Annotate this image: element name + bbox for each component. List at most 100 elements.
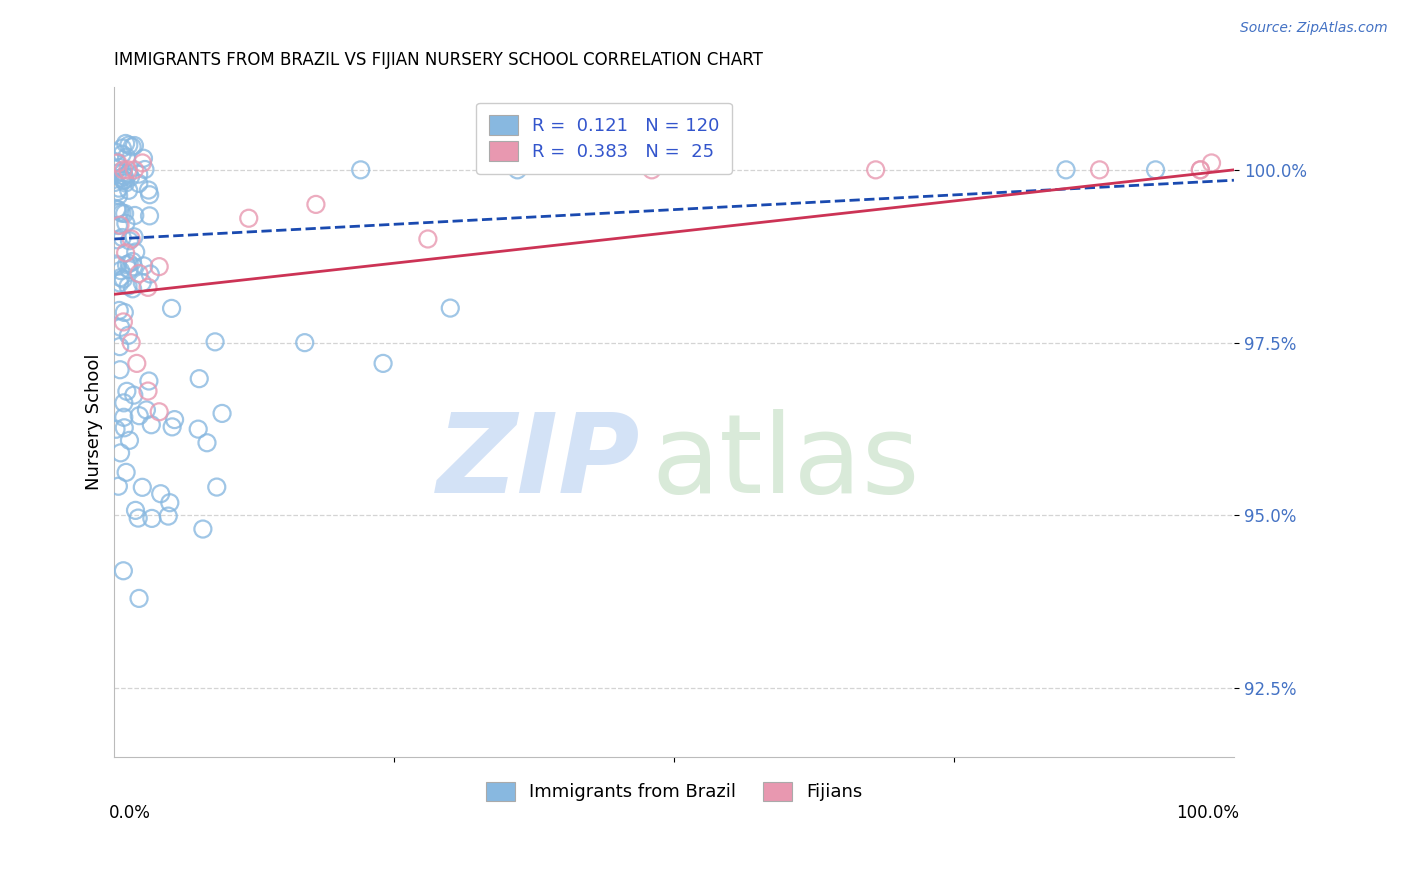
Point — [118, 138, 141, 153]
Point — [1144, 162, 1167, 177]
Point — [128, 167, 150, 181]
Point — [121, 140, 143, 154]
Point — [122, 260, 145, 274]
Point — [115, 466, 138, 480]
Point — [117, 279, 139, 293]
Point — [110, 263, 132, 277]
Point — [132, 259, 155, 273]
Point — [115, 258, 138, 272]
Point — [160, 301, 183, 316]
Point — [114, 173, 136, 187]
Point — [105, 154, 128, 169]
Point — [112, 396, 135, 410]
Point — [138, 187, 160, 202]
Point — [114, 245, 136, 260]
Point — [139, 267, 162, 281]
Point — [188, 372, 211, 386]
Point — [107, 188, 129, 202]
Point — [111, 141, 134, 155]
Point — [110, 320, 132, 334]
Point — [110, 446, 132, 460]
Point — [120, 170, 142, 185]
Point — [111, 230, 134, 244]
Point — [107, 219, 129, 233]
Point — [1201, 156, 1223, 170]
Point — [125, 244, 148, 259]
Point — [124, 209, 146, 223]
Point — [124, 162, 146, 177]
Point — [105, 202, 128, 217]
Point — [439, 301, 461, 315]
Point — [112, 305, 135, 319]
Point — [112, 315, 135, 329]
Point — [128, 177, 150, 191]
Point — [131, 276, 153, 290]
Point — [115, 150, 138, 164]
Point — [121, 254, 143, 268]
Point — [122, 230, 145, 244]
Point — [187, 422, 209, 436]
Point — [111, 147, 134, 161]
Point — [138, 374, 160, 388]
Point — [124, 503, 146, 517]
Point — [108, 181, 131, 195]
Point — [211, 406, 233, 420]
Point — [118, 234, 141, 248]
Point — [125, 356, 148, 370]
Point — [195, 435, 218, 450]
Point — [136, 280, 159, 294]
Point — [120, 232, 142, 246]
Point — [1054, 162, 1077, 177]
Point — [1189, 162, 1212, 177]
Point — [111, 171, 134, 186]
Point — [124, 138, 146, 153]
Point — [108, 218, 131, 232]
Point — [112, 169, 135, 184]
Text: 0.0%: 0.0% — [108, 805, 150, 822]
Point — [131, 480, 153, 494]
Point — [114, 136, 136, 151]
Point — [112, 162, 135, 177]
Text: ZIP: ZIP — [437, 409, 641, 516]
Point — [865, 162, 887, 177]
Point — [134, 162, 156, 177]
Point — [138, 183, 160, 197]
Point — [204, 334, 226, 349]
Point — [108, 362, 131, 376]
Point — [132, 151, 155, 165]
Point — [371, 356, 394, 370]
Point — [112, 410, 135, 425]
Point — [108, 205, 131, 219]
Point — [1189, 162, 1212, 177]
Point — [160, 420, 183, 434]
Point — [111, 206, 134, 220]
Point — [128, 267, 150, 281]
Point — [141, 417, 163, 432]
Point — [159, 496, 181, 510]
Point — [641, 162, 664, 177]
Text: 100.0%: 100.0% — [1177, 805, 1240, 822]
Point — [205, 480, 228, 494]
Point — [105, 202, 128, 216]
Point — [107, 166, 129, 180]
Point — [120, 335, 142, 350]
Point — [131, 156, 153, 170]
Point — [157, 509, 180, 524]
Point — [108, 161, 131, 175]
Point — [114, 206, 136, 220]
Point — [149, 487, 172, 501]
Point — [127, 511, 149, 525]
Point — [294, 335, 316, 350]
Point — [117, 162, 139, 177]
Text: Source: ZipAtlas.com: Source: ZipAtlas.com — [1240, 21, 1388, 35]
Point — [148, 405, 170, 419]
Point — [350, 162, 373, 177]
Point — [112, 173, 135, 187]
Point — [105, 259, 128, 273]
Point — [118, 183, 141, 197]
Point — [122, 388, 145, 402]
Point — [115, 384, 138, 399]
Point — [107, 479, 129, 493]
Point — [135, 403, 157, 417]
Text: IMMIGRANTS FROM BRAZIL VS FIJIAN NURSERY SCHOOL CORRELATION CHART: IMMIGRANTS FROM BRAZIL VS FIJIAN NURSERY… — [114, 51, 763, 69]
